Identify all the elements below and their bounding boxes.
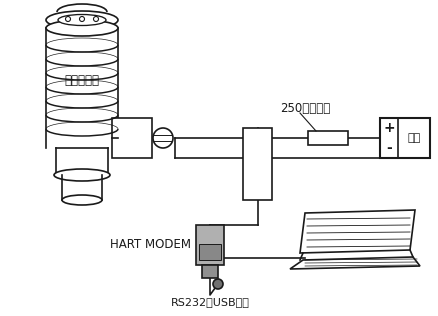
Text: 雷达液位计: 雷达液位计 (64, 74, 99, 87)
Bar (112, 118, 152, 158)
Ellipse shape (80, 16, 85, 21)
Bar (199, 244, 221, 260)
Text: -: - (386, 141, 392, 155)
Text: 250欧姆电阻: 250欧姆电阻 (280, 101, 330, 114)
Bar (308, 131, 348, 145)
Text: +: + (383, 121, 395, 135)
Bar (380, 118, 430, 158)
Ellipse shape (46, 20, 118, 36)
Ellipse shape (46, 11, 118, 29)
Ellipse shape (153, 128, 173, 148)
Bar (202, 265, 218, 278)
Text: 电源: 电源 (407, 133, 420, 143)
Bar (196, 225, 224, 265)
Ellipse shape (58, 15, 106, 26)
Text: RS232或USB接口: RS232或USB接口 (170, 297, 249, 307)
Ellipse shape (213, 279, 223, 289)
Bar (243, 128, 272, 200)
Ellipse shape (62, 195, 102, 205)
Ellipse shape (66, 16, 71, 21)
Polygon shape (300, 210, 415, 253)
Ellipse shape (93, 16, 99, 21)
Text: HART MODEM: HART MODEM (110, 239, 191, 252)
Ellipse shape (54, 169, 110, 181)
Polygon shape (290, 257, 420, 269)
